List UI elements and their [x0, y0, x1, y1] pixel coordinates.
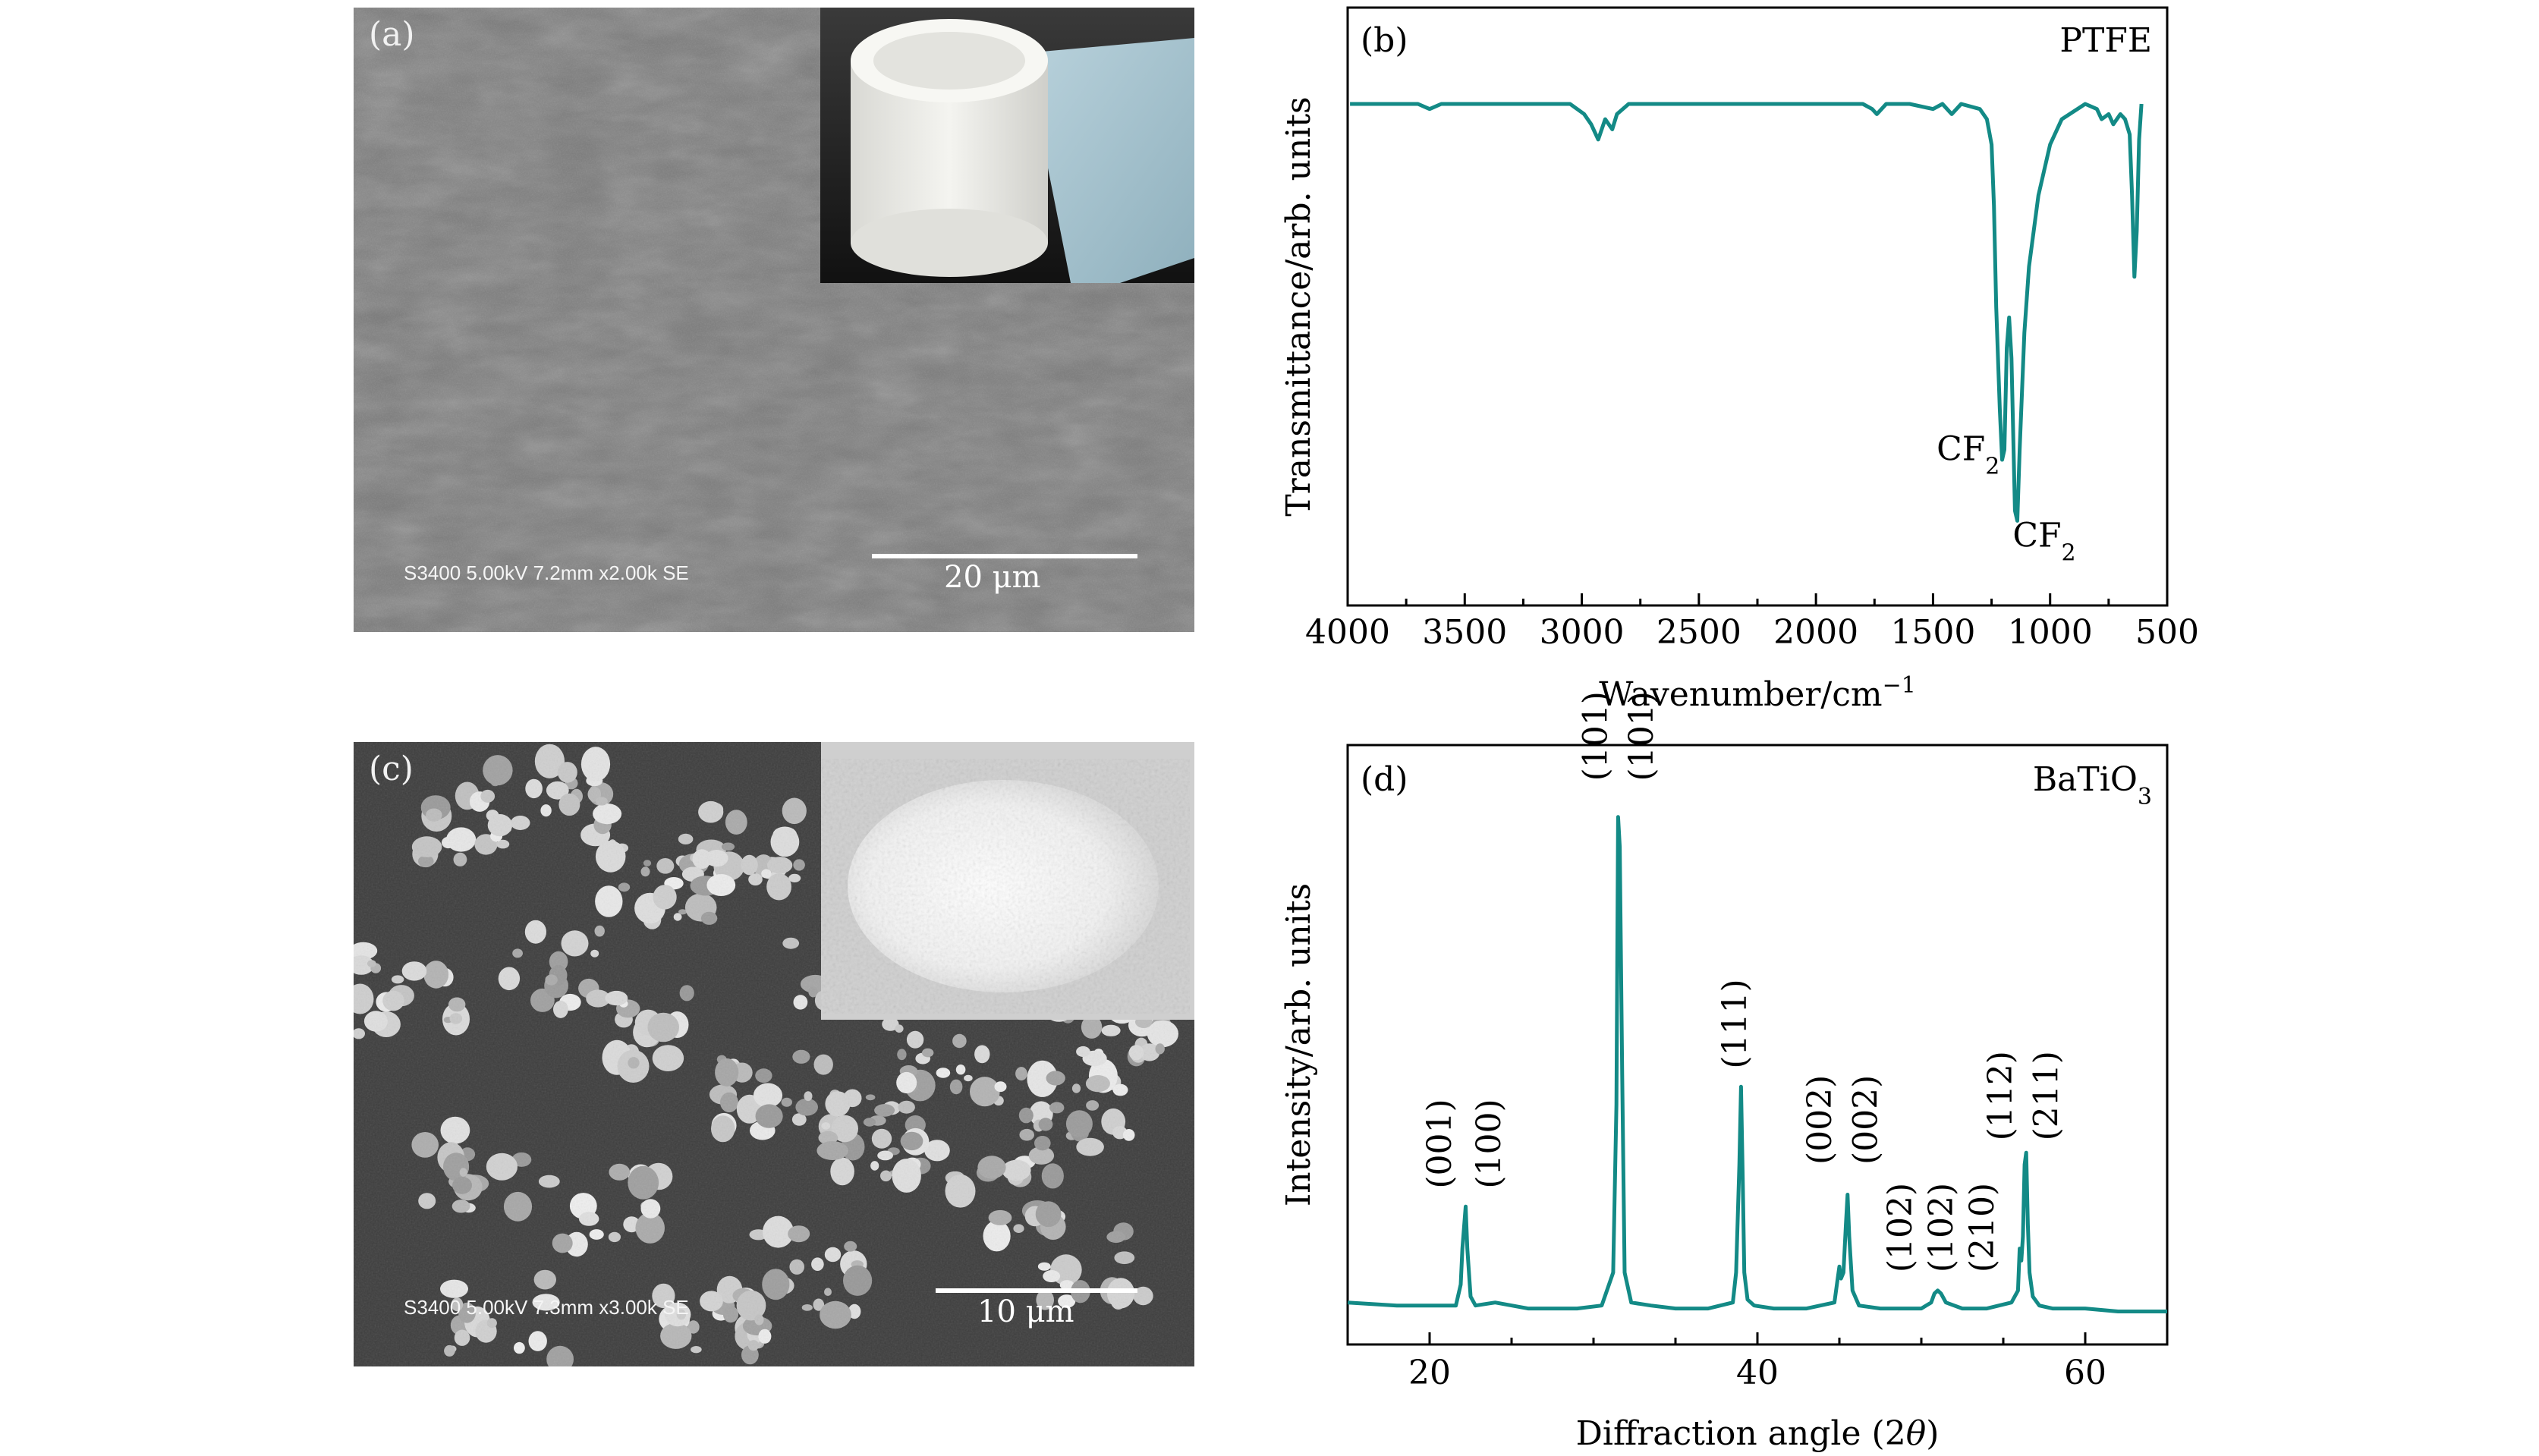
batio3-powder-image — [821, 742, 1194, 1020]
xrd-peak-label: (100) — [1470, 1099, 1509, 1188]
xrd-peak-label: (210) — [1963, 1183, 2002, 1272]
xrd-x-tick-label: 20 — [1408, 1354, 1451, 1392]
xrd-x-tick-label: 60 — [2064, 1354, 2106, 1392]
ftir-panel-label: (b) — [1361, 21, 1408, 60]
xrd-peak-label: (102) — [1922, 1183, 1961, 1272]
ftir-title: PTFE — [2059, 21, 2152, 60]
ftir-series-line — [1350, 102, 2144, 523]
ftir-x-tick-label: 2000 — [1773, 613, 1858, 652]
xrd-peak-label: (002) — [1801, 1075, 1839, 1165]
sem-instrument-text-a: S3400 5.00kV 7.2mm x2.00k SE — [404, 561, 689, 584]
xrd-plot-frame — [1346, 744, 2169, 1346]
ftir-x-tick-label: 1000 — [2008, 613, 2093, 652]
batio3-powder-photo-inset — [821, 742, 1194, 1020]
ftir-plot-frame — [1346, 6, 2169, 607]
scale-bar-a — [872, 554, 1137, 558]
xrd-peak-label: (102) — [1881, 1183, 1920, 1272]
ftir-x-tick-label: 1500 — [1890, 613, 1975, 652]
xrd-x-ticks: 20 40 60 — [1346, 1332, 2169, 1392]
ptfe-tape-photo-inset — [820, 8, 1194, 283]
xrd-x-tick-label: 40 — [1736, 1354, 1779, 1392]
scale-bar-c — [936, 1288, 1137, 1293]
xrd-x-axis-label: Diffraction angle (2θ) — [1576, 1414, 1940, 1453]
ftir-x-tick-label: 3500 — [1422, 613, 1507, 652]
xrd-peak-label: (002) — [1847, 1075, 1886, 1165]
ftir-y-axis-label: Transmittance/arb. units — [1279, 96, 1318, 516]
ftir-x-axis-label: Wavenumber/cm−1 — [1599, 672, 1916, 715]
scale-text-c: 10 μm — [977, 1294, 1074, 1329]
ftir-annotations: CF2 CF2 — [1936, 430, 2076, 566]
xrd-peak-labels: (001) (100) (101) (101) (111) (002) (002) (102)… — [1421, 691, 2065, 1272]
xrd-peak-label: (101) — [1622, 691, 1661, 781]
sem-instrument-text-c: S3400 5.00kV 7.3mm x3.00k SE — [404, 1296, 689, 1319]
ftir-x-tick-label: 500 — [2135, 613, 2199, 652]
xrd-peak-label: (001) — [1421, 1099, 1459, 1188]
xrd-y-axis-label: Intensity/arb. units — [1279, 883, 1318, 1206]
sem-image-ptfe: (a) S3400 5.00kV 7.2mm x2.00k SE 20 μm — [354, 8, 1194, 632]
xrd-title: BaTiO3 — [2033, 760, 2152, 810]
scale-text-a: 20 μm — [944, 560, 1041, 595]
xrd-series-line — [1347, 815, 2167, 1313]
ftir-peak-annotation: CF2 — [2012, 517, 2075, 567]
xrd-peak-label: (111) — [1716, 979, 1754, 1068]
ftir-x-tick-label: 2500 — [1656, 613, 1741, 652]
ftir-peak-annotation: CF2 — [1936, 430, 1999, 480]
panel-label-c: (c) — [369, 750, 414, 788]
xrd-peak-label: (101) — [1576, 691, 1615, 781]
xrd-panel-label: (d) — [1361, 760, 1408, 799]
panel-label-a: (a) — [369, 15, 415, 54]
ptfe-tape-roll-image — [820, 8, 1194, 283]
ftir-x-tick-label: 4000 — [1305, 613, 1390, 652]
xrd-peak-label: (112) — [1981, 1051, 2020, 1140]
ftir-x-tick-label: 3000 — [1540, 613, 1625, 652]
ftir-x-ticks: 4000 3500 3000 2500 2000 1500 1000 500 — [1305, 593, 2199, 652]
xrd-peak-label: (211) — [2027, 1051, 2065, 1140]
sem-image-batio3: (c) S3400 5.00kV 7.3mm x3.00k SE 10 μm — [354, 742, 1194, 1366]
